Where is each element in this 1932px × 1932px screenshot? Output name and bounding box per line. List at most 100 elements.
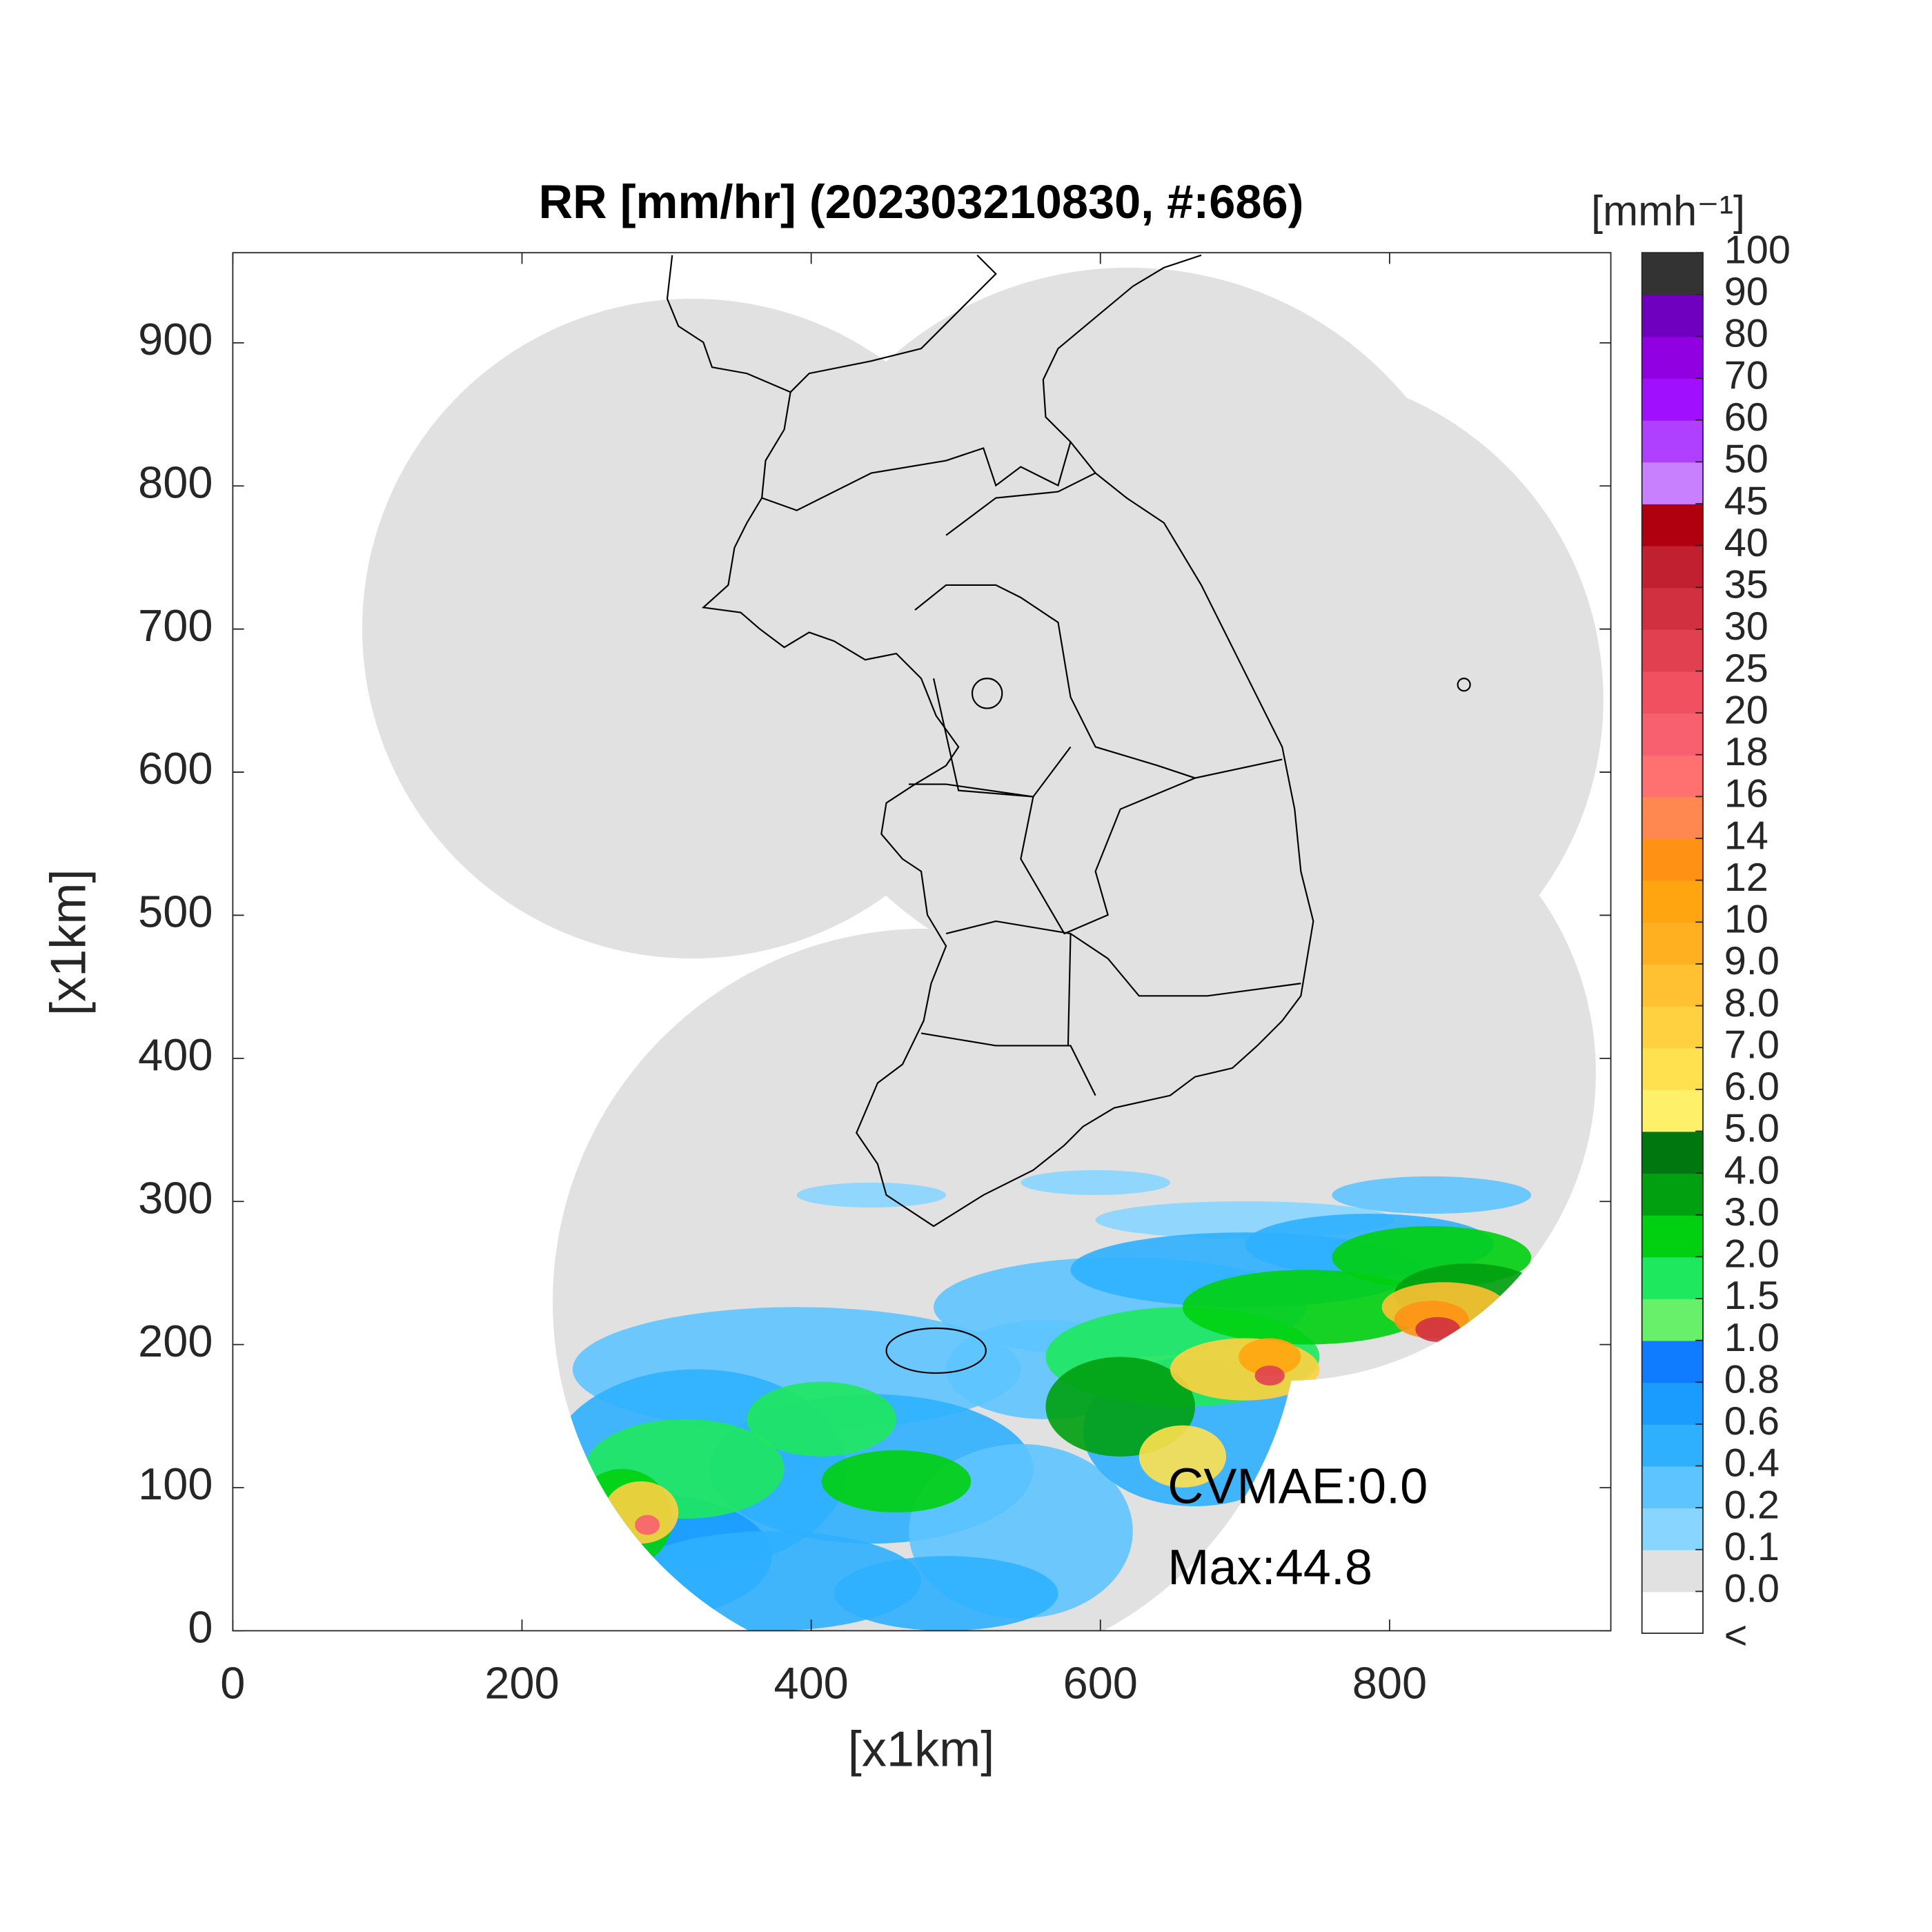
colorbar-segment: [1642, 294, 1704, 337]
x-axis-label: [x1km]: [848, 1722, 995, 1777]
colorbar-segment: [1642, 504, 1704, 546]
colorbar-segment: [1642, 1423, 1704, 1467]
y-tick-label: 300: [138, 1172, 213, 1223]
colorbar-segment: [1642, 1005, 1704, 1049]
plot-area: [362, 254, 1604, 1631]
colorbar-segment: [1642, 1382, 1704, 1425]
x-tick-label: 800: [1352, 1658, 1427, 1708]
colorbar-tick-label: 6.0: [1724, 1065, 1780, 1109]
rain-cell: [796, 1182, 947, 1208]
colorbar-segment: [1642, 922, 1704, 965]
colorbar-segment: [1642, 1508, 1704, 1550]
y-axis-label: [x1km]: [41, 869, 97, 1016]
y-tick-label: 100: [138, 1459, 213, 1509]
colorbar-segment: [1642, 671, 1704, 714]
colorbar-tick-label: 20: [1724, 688, 1768, 732]
colorbar-tick-label: 60: [1724, 395, 1768, 440]
annotation: CVMAE:0.0: [1167, 1459, 1428, 1515]
colorbar-tick-label: 10: [1724, 898, 1768, 942]
colorbar-segment: [1642, 629, 1704, 672]
colorbar-segment: [1642, 545, 1704, 589]
rain-cell: [1332, 1176, 1532, 1214]
x-tick-label: 200: [484, 1658, 559, 1708]
island: [1457, 678, 1471, 692]
colorbar-segment: [1642, 838, 1704, 881]
colorbar-segment: [1642, 587, 1704, 630]
colorbar-tick-label: 0.2: [1724, 1483, 1780, 1527]
colorbar-tick-label: 45: [1724, 479, 1768, 523]
colorbar-segment: [1642, 1466, 1704, 1509]
colorbar-tick-label: 5.0: [1724, 1107, 1780, 1151]
colorbar-segment: [1642, 378, 1704, 421]
colorbar-tick-label: 0.1: [1724, 1525, 1780, 1569]
colorbar-segment: [1642, 1340, 1704, 1383]
axes-box: [232, 252, 1612, 1632]
colorbar-segment: [1642, 1131, 1704, 1174]
colorbar-tick-label: 4.0: [1724, 1148, 1780, 1192]
colorbar-tick-label: 3.0: [1724, 1190, 1780, 1234]
border: [761, 255, 1301, 1096]
colorbar-tick-label: 70: [1724, 353, 1768, 397]
colorbar-label: [mmh⁻¹]: [1591, 187, 1745, 235]
colorbar-segment: [1642, 1047, 1704, 1090]
colorbar-segment: [1642, 1298, 1704, 1341]
rain-cell: [1239, 1338, 1301, 1376]
y-tick-label: 0: [188, 1602, 213, 1653]
colorbar-segment: [1642, 713, 1704, 756]
colorbar-tick-label: 80: [1724, 312, 1768, 356]
island: [885, 1327, 987, 1374]
colorbar-tick-label: 9.0: [1724, 939, 1780, 983]
colorbar-tick-label: 0.0: [1724, 1567, 1780, 1611]
y-tick-label: 200: [138, 1316, 213, 1366]
city-boundary: [971, 678, 1003, 709]
colorbar-tick-label: 90: [1724, 270, 1768, 314]
y-tick-label: 500: [138, 887, 213, 937]
colorbar-tick-label: 30: [1724, 604, 1768, 649]
colorbar-segment: [1642, 963, 1704, 1007]
colorbar-tick-label: 40: [1724, 521, 1768, 565]
colorbar-tick-label: 0.8: [1724, 1357, 1780, 1401]
colorbar-tick-label: 1.0: [1724, 1316, 1780, 1360]
rain-cell: [834, 1556, 1058, 1631]
colorbar-segment: [1642, 1214, 1704, 1258]
rain-cell: [821, 1450, 972, 1513]
colorbar-segment: [1642, 796, 1704, 839]
colorbar-tick-label: 14: [1724, 814, 1768, 858]
colorbar-tick-label: 7.0: [1724, 1023, 1780, 1067]
colorbar-frame: [1641, 252, 1704, 1634]
colorbar-tick-label: 1.5: [1724, 1274, 1780, 1318]
y-tick-label: 900: [138, 314, 213, 364]
map-outline: [666, 254, 1471, 1374]
colorbar-tick-label: 25: [1724, 647, 1768, 691]
y-tick-label: 400: [138, 1029, 213, 1080]
colorbar-tick-label: 18: [1724, 730, 1768, 774]
colorbar-segment: [1642, 336, 1704, 379]
colorbar-segment: [1642, 462, 1704, 504]
rain-cell: [747, 1381, 896, 1457]
y-tick-label: 800: [138, 457, 213, 507]
chart-title: RR [mm/hr] (202303210830, #:686): [539, 175, 1304, 228]
colorbar-segment: [1642, 1256, 1704, 1299]
coastline: [666, 254, 1314, 1228]
annotation: Max:44.8: [1167, 1540, 1372, 1595]
colorbar-segment: [1642, 1089, 1704, 1132]
colorbar-tick-label: 8.0: [1724, 981, 1780, 1025]
colorbar-tick-label: 0.6: [1724, 1399, 1780, 1443]
x-tick-label: 0: [220, 1658, 245, 1708]
colorbar-under-label: <: [1724, 1613, 1748, 1657]
x-tick-label: 600: [1063, 1658, 1138, 1708]
rain-cell: [1021, 1170, 1170, 1195]
colorbar-segment: [1642, 1591, 1704, 1634]
colorbar-tick-label: 12: [1724, 856, 1768, 900]
colorbar-segment: [1642, 1173, 1704, 1216]
y-tick-label: 600: [138, 743, 213, 793]
colorbar-segment: [1642, 754, 1704, 798]
colorbar-segment: [1642, 1549, 1704, 1593]
colorbar-tick-label: 100: [1724, 228, 1791, 272]
colorbar-tick-label: 2.0: [1724, 1232, 1780, 1276]
colorbar-segment: [1642, 420, 1704, 463]
colorbar-tick-label: 50: [1724, 437, 1768, 482]
y-tick-label: 700: [138, 600, 213, 651]
